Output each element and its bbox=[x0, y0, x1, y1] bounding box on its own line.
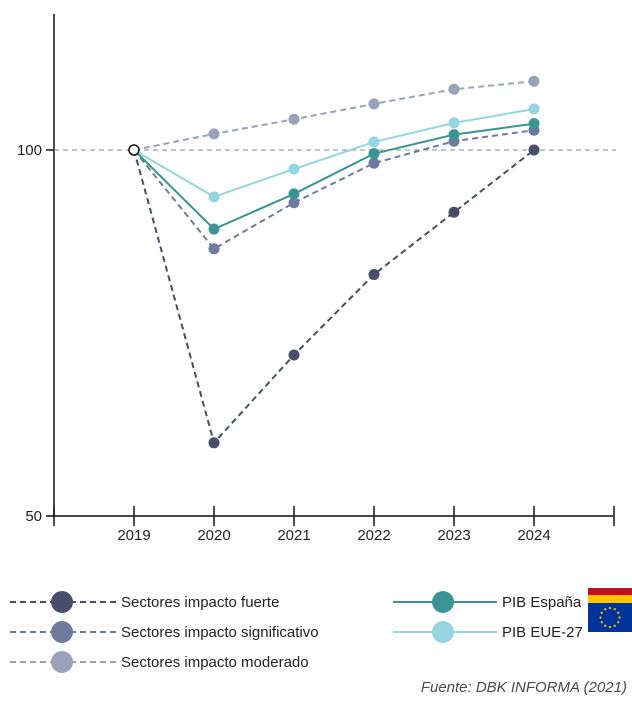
data-point-pib_es bbox=[208, 223, 220, 235]
flag-star bbox=[608, 625, 612, 629]
data-point-pib_eu bbox=[528, 103, 540, 115]
data-point-pib_es bbox=[368, 148, 380, 160]
data-point-significativo bbox=[368, 157, 380, 169]
flag-star bbox=[599, 616, 602, 619]
flag-star bbox=[613, 608, 616, 611]
flag-star bbox=[600, 611, 603, 614]
data-point-significativo bbox=[208, 243, 220, 255]
data-point-significativo bbox=[288, 197, 300, 209]
data-point-fuerte bbox=[208, 437, 220, 449]
flag-star bbox=[604, 608, 607, 611]
x-tick-label: 2021 bbox=[277, 527, 310, 544]
flag-star bbox=[608, 606, 612, 610]
legend-label-significativo: Sectores impacto significativo bbox=[121, 624, 319, 641]
data-point-pib_es bbox=[528, 118, 540, 130]
x-tick-label: 2019 bbox=[117, 527, 150, 544]
data-point-moderado bbox=[288, 113, 300, 125]
data-point-fuerte bbox=[528, 144, 540, 156]
x-tick-label: 2024 bbox=[517, 527, 550, 544]
legend-label-pib_es: PIB España bbox=[502, 594, 582, 611]
y-tick-label: 50 bbox=[25, 508, 42, 525]
series-line-pib_es bbox=[133, 122, 535, 231]
data-point-fuerte bbox=[448, 206, 460, 218]
legend-label-moderado: Sectores impacto moderado bbox=[121, 654, 309, 671]
origin-point bbox=[128, 144, 140, 156]
data-point-moderado bbox=[368, 98, 380, 110]
data-point-pib_eu bbox=[448, 117, 460, 129]
flag-star bbox=[617, 621, 620, 624]
eu-flag-icon bbox=[588, 603, 632, 632]
source-note: Fuente: DBK INFORMA (2021) bbox=[421, 679, 627, 696]
data-point-pib_eu bbox=[288, 163, 300, 175]
series-lines-group bbox=[133, 80, 535, 444]
series-line-fuerte bbox=[133, 149, 535, 444]
flag-star bbox=[604, 624, 607, 627]
data-point-pib_eu bbox=[208, 191, 220, 203]
legend-marker-moderado bbox=[51, 651, 73, 673]
flag-star bbox=[618, 616, 621, 619]
series-points-group bbox=[128, 75, 540, 449]
x-tick-label: 2020 bbox=[197, 527, 230, 544]
legend-label-pib_eu: PIB EUE-27 bbox=[502, 624, 583, 641]
data-point-pib_eu bbox=[368, 136, 380, 148]
series-line-significativo bbox=[133, 129, 535, 250]
legend-marker-pib_eu bbox=[432, 621, 454, 643]
series-line-pib_eu bbox=[133, 108, 535, 198]
flag-star bbox=[617, 611, 620, 614]
data-point-fuerte bbox=[368, 268, 380, 280]
legend-marker-pib_es bbox=[432, 591, 454, 613]
legend-marker-fuerte bbox=[51, 591, 73, 613]
axes-group: 50 100 2019 2020 2021 2022 2023 2024 bbox=[17, 14, 616, 544]
data-point-pib_es bbox=[288, 188, 300, 200]
data-point-moderado bbox=[528, 75, 540, 87]
y-tick-label: 100 bbox=[17, 142, 42, 159]
flag-star bbox=[600, 621, 603, 624]
data-point-fuerte bbox=[288, 349, 300, 361]
data-point-moderado bbox=[208, 128, 220, 140]
x-tick-label: 2022 bbox=[357, 527, 390, 544]
legend-label-fuerte: Sectores impacto fuerte bbox=[121, 594, 279, 611]
x-tick-label: 2023 bbox=[437, 527, 470, 544]
legend-marker-significativo bbox=[51, 621, 73, 643]
series-line-moderado bbox=[133, 80, 535, 151]
data-point-moderado bbox=[448, 83, 460, 95]
flag-star bbox=[613, 624, 616, 627]
legend: Sectores impacto fuerte Sectores impacto … bbox=[10, 588, 632, 673]
data-point-pib_es bbox=[448, 129, 460, 141]
